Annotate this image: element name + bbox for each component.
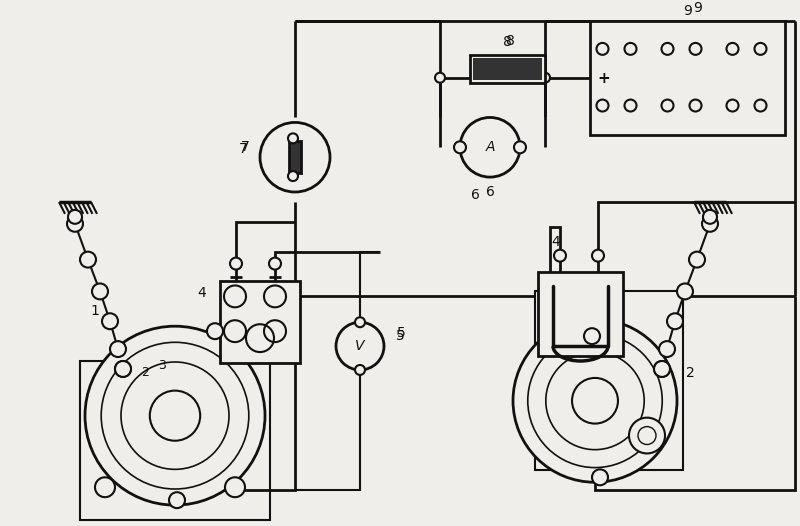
Circle shape: [597, 99, 609, 112]
Circle shape: [726, 99, 738, 112]
Circle shape: [92, 284, 108, 299]
Circle shape: [754, 43, 766, 55]
Circle shape: [68, 210, 82, 224]
Text: 4: 4: [198, 286, 206, 300]
Circle shape: [110, 341, 126, 357]
Circle shape: [689, 251, 705, 268]
Circle shape: [80, 251, 96, 268]
Circle shape: [514, 141, 526, 153]
Circle shape: [584, 328, 600, 344]
Circle shape: [513, 319, 677, 482]
Text: 6: 6: [486, 185, 494, 199]
Bar: [535, 291, 683, 470]
Text: A: A: [486, 140, 494, 154]
Circle shape: [355, 317, 365, 327]
Circle shape: [597, 43, 609, 55]
Circle shape: [662, 43, 674, 55]
Circle shape: [435, 73, 445, 83]
Circle shape: [85, 326, 265, 505]
Text: 3: 3: [158, 359, 166, 372]
Circle shape: [102, 313, 118, 329]
Circle shape: [269, 258, 281, 269]
Text: 2: 2: [686, 366, 694, 380]
Circle shape: [230, 258, 242, 269]
Text: 8: 8: [503, 35, 512, 49]
Circle shape: [554, 250, 566, 261]
Circle shape: [677, 284, 693, 299]
Circle shape: [625, 99, 637, 112]
Circle shape: [540, 73, 550, 83]
Text: 7: 7: [241, 140, 250, 154]
Circle shape: [726, 43, 738, 55]
Bar: [289, 141, 301, 173]
Circle shape: [454, 141, 466, 153]
Circle shape: [336, 322, 384, 370]
Text: 9: 9: [693, 1, 702, 15]
Circle shape: [115, 361, 131, 377]
Text: 7: 7: [238, 142, 247, 156]
Text: 6: 6: [470, 188, 479, 202]
Circle shape: [225, 477, 245, 497]
Circle shape: [288, 134, 298, 143]
Circle shape: [690, 99, 702, 112]
Circle shape: [169, 492, 185, 508]
Text: 8: 8: [506, 34, 514, 48]
Bar: [590, 21, 785, 135]
Circle shape: [690, 43, 702, 55]
Circle shape: [754, 99, 766, 112]
Bar: [220, 281, 300, 363]
Text: 4: 4: [552, 235, 560, 249]
Bar: [538, 271, 623, 356]
Circle shape: [592, 250, 604, 261]
Circle shape: [460, 117, 520, 177]
Circle shape: [625, 43, 637, 55]
Text: 1: 1: [90, 305, 99, 318]
Bar: [473, 58, 542, 79]
Circle shape: [654, 361, 670, 377]
Circle shape: [592, 469, 608, 485]
Circle shape: [207, 323, 223, 339]
Circle shape: [95, 477, 115, 497]
Text: +: +: [598, 70, 610, 86]
Circle shape: [703, 210, 717, 224]
Text: 2: 2: [141, 367, 149, 379]
Circle shape: [667, 313, 683, 329]
Bar: [80, 361, 270, 520]
Text: 5: 5: [397, 326, 406, 340]
Bar: [470, 55, 545, 83]
Circle shape: [702, 216, 718, 232]
Text: V: V: [355, 339, 365, 353]
Circle shape: [654, 361, 670, 377]
Circle shape: [355, 365, 365, 375]
Circle shape: [288, 171, 298, 181]
Text: 5: 5: [396, 329, 404, 343]
Circle shape: [67, 216, 83, 232]
Circle shape: [629, 418, 665, 453]
Circle shape: [115, 361, 131, 377]
Circle shape: [662, 99, 674, 112]
Text: 9: 9: [683, 4, 693, 18]
Circle shape: [659, 341, 675, 357]
Circle shape: [260, 123, 330, 192]
